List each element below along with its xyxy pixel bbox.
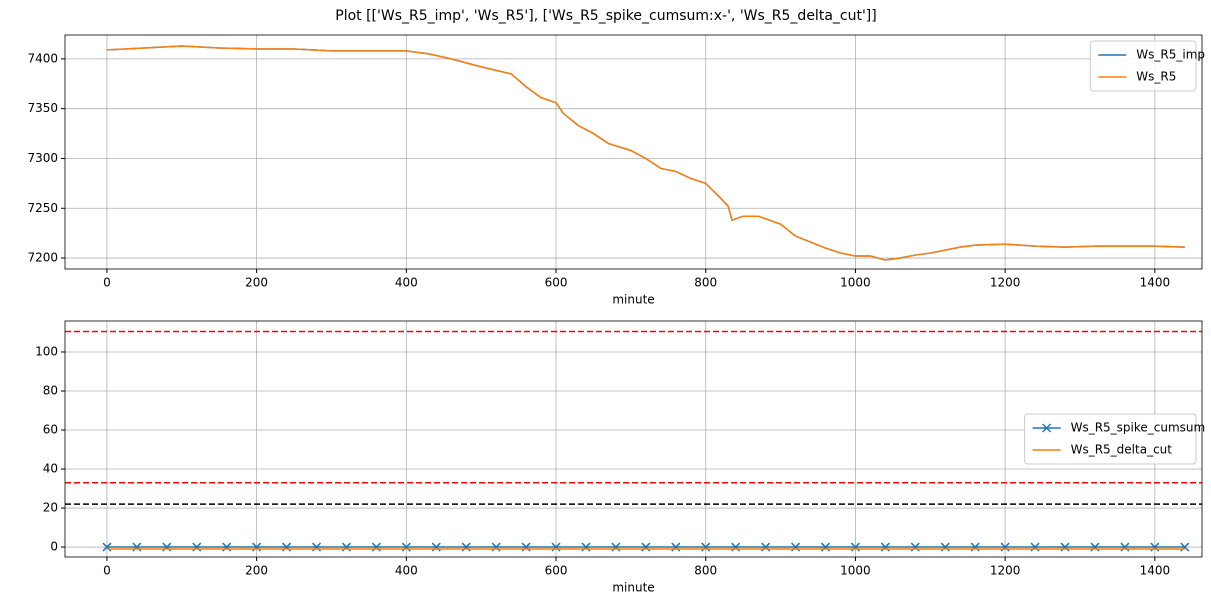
y-tick-label: 20 — [43, 501, 58, 515]
x-tick-label: 400 — [395, 276, 418, 290]
y-tick-label: 100 — [35, 345, 58, 359]
legend-box — [1024, 413, 1197, 465]
x-tick-label: 0 — [103, 564, 111, 578]
x-axis-label: minute — [612, 293, 654, 307]
x-tick-label: 800 — [694, 564, 717, 578]
subplot: 0 200 400 600 800 1000 1200 1400 0 20 40 60 80 100 min… — [35, 320, 1206, 595]
x-tick-label: 1000 — [840, 564, 871, 578]
series-line — [106, 45, 1185, 261]
legend-label: Ws_R5_imp — [1136, 48, 1205, 62]
x-tick-label: 800 — [694, 276, 717, 290]
x-tick-label: 1200 — [990, 276, 1021, 290]
y-tick-label: 0 — [50, 540, 58, 554]
y-tick-label: 7350 — [27, 101, 58, 115]
plot-frame — [64, 34, 1203, 270]
figure-title: Plot [['Ws_R5_imp', 'Ws_R5'], ['Ws_R5_sp… — [335, 8, 876, 24]
x-tick-label: 200 — [245, 564, 268, 578]
series-line — [106, 45, 1185, 261]
x-tick-label: 1400 — [1140, 276, 1171, 290]
y-tick-label: 60 — [43, 423, 58, 437]
legend-box — [1089, 40, 1197, 92]
y-tick-label: 7200 — [27, 251, 58, 265]
x-tick-label: 600 — [545, 564, 568, 578]
legend-label: Ws_R5_delta_cut — [1071, 443, 1173, 457]
y-tick-label: 7400 — [27, 51, 58, 65]
y-tick-label: 7300 — [27, 151, 58, 165]
x-tick-label: 1000 — [840, 276, 871, 290]
x-tick-label: 0 — [103, 276, 111, 290]
x-tick-label: 200 — [245, 276, 268, 290]
plot-frame — [64, 320, 1203, 558]
legend-marker — [1042, 423, 1052, 433]
y-tick-label: 7250 — [27, 201, 58, 215]
x-tick-label: 1200 — [990, 564, 1021, 578]
x-tick-label: 1400 — [1140, 564, 1171, 578]
y-tick-label: 40 — [43, 462, 58, 476]
legend-label: Ws_R5 — [1136, 70, 1176, 84]
subplot: 0 200 400 600 800 1000 1200 1400 7200 7250 7300 735… — [27, 34, 1205, 307]
x-tick-label: 400 — [395, 564, 418, 578]
x-axis-label: minute — [612, 581, 654, 595]
y-tick-label: 80 — [43, 384, 58, 398]
legend-label: Ws_R5_spike_cumsum — [1071, 421, 1206, 435]
x-tick-label: 600 — [545, 276, 568, 290]
